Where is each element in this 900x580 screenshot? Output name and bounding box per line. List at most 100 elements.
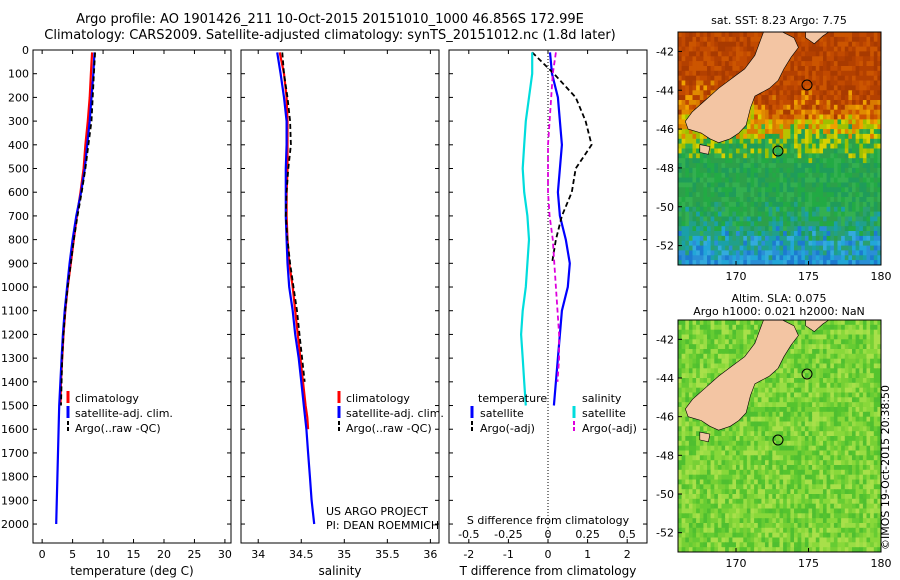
map-cell: [696, 158, 701, 164]
map-cell: [765, 231, 770, 237]
map-cell: [765, 109, 770, 116]
map-cell: [775, 416, 781, 423]
map-cell: [743, 460, 748, 466]
map-cell: [761, 460, 766, 466]
map-cell: [732, 221, 737, 227]
map-cell: [841, 119, 846, 125]
map-cell: [873, 153, 878, 159]
map-cell: [823, 187, 828, 193]
map-cell: [772, 216, 777, 222]
map-cell: [786, 411, 791, 418]
map-cell: [815, 85, 820, 91]
map-cell: [775, 245, 781, 252]
map-cell: [837, 56, 842, 62]
map-cell: [790, 163, 795, 169]
map-cell: [804, 56, 810, 62]
map-cell: [826, 206, 831, 213]
map-cell: [775, 158, 781, 164]
map-cell: [696, 51, 701, 57]
map-cell: [746, 235, 752, 242]
map-cell: [692, 240, 697, 247]
map-cell: [707, 426, 712, 432]
map-cell: [855, 216, 860, 222]
map-cell: [783, 109, 788, 116]
map-cell: [837, 339, 842, 345]
map-cell: [855, 344, 860, 350]
map-cell: [870, 411, 875, 418]
map-cell: [873, 344, 878, 350]
map-cell: [685, 260, 690, 265]
map-cell: [823, 104, 828, 111]
map-cell: [794, 95, 799, 101]
map-cell: [812, 411, 817, 418]
map-cell: [801, 382, 806, 389]
map-cell: [772, 158, 777, 164]
map-cell: [696, 235, 701, 242]
map-cell: [699, 440, 704, 447]
map-cell: [739, 51, 744, 57]
map-cell: [757, 231, 762, 237]
map-cell: [721, 216, 726, 222]
map-cell: [826, 416, 831, 423]
map-cell: [801, 324, 806, 331]
map-cell: [779, 129, 784, 135]
map-cell: [696, 344, 701, 350]
map-cell: [837, 211, 842, 218]
map-cell: [757, 177, 762, 184]
map-cell: [794, 201, 799, 208]
map-cell: [837, 460, 842, 466]
map-cell: [739, 56, 744, 62]
map-cell: [703, 353, 708, 360]
map-cell: [833, 95, 839, 101]
map-cell: [703, 368, 708, 374]
map-cell: [815, 148, 820, 154]
map-cell: [725, 46, 730, 53]
map-cell: [761, 187, 766, 193]
map-cell: [837, 177, 842, 184]
map-cell: [837, 61, 842, 67]
map-cell: [696, 148, 701, 154]
map-cell: [699, 320, 704, 326]
map-cell: [801, 484, 806, 490]
map-cell: [877, 201, 881, 208]
map-cell: [707, 187, 712, 193]
map-cell: [721, 324, 726, 331]
map-cell: [837, 445, 842, 452]
map-cell: [736, 61, 741, 67]
map-cell: [750, 397, 755, 403]
map-cell: [819, 216, 824, 222]
map-cell: [794, 324, 799, 331]
map-cell: [746, 206, 752, 213]
map-cell: [841, 426, 846, 432]
map-cell: [823, 41, 828, 48]
map-cell: [801, 153, 806, 159]
map-cell: [703, 138, 708, 145]
map-cell: [873, 119, 878, 125]
map-cell: [844, 421, 849, 427]
map-cell: [833, 421, 839, 427]
map-cell: [833, 484, 839, 490]
map-cell: [837, 104, 842, 111]
map-cell: [775, 177, 781, 184]
map-cell: [699, 479, 704, 485]
map-cell: [721, 192, 726, 198]
map-cell: [692, 465, 697, 471]
map-cell: [743, 61, 748, 67]
map-cell: [765, 455, 770, 461]
map-cell: [746, 192, 752, 198]
map-cell: [707, 489, 712, 495]
map-cell: [859, 392, 864, 398]
map-cell: [736, 329, 741, 336]
map-cell: [877, 75, 881, 82]
map-cell: [819, 197, 824, 203]
map-cell: [823, 75, 828, 82]
map-cell: [833, 329, 839, 336]
map-cell: [844, 255, 849, 261]
map-cell: [732, 440, 737, 447]
map-cell: [710, 469, 715, 476]
map-cell: [710, 368, 715, 374]
map-cell: [823, 95, 828, 101]
map-cell: [797, 411, 802, 418]
map-cell: [823, 100, 828, 106]
map-cell: [844, 407, 849, 413]
